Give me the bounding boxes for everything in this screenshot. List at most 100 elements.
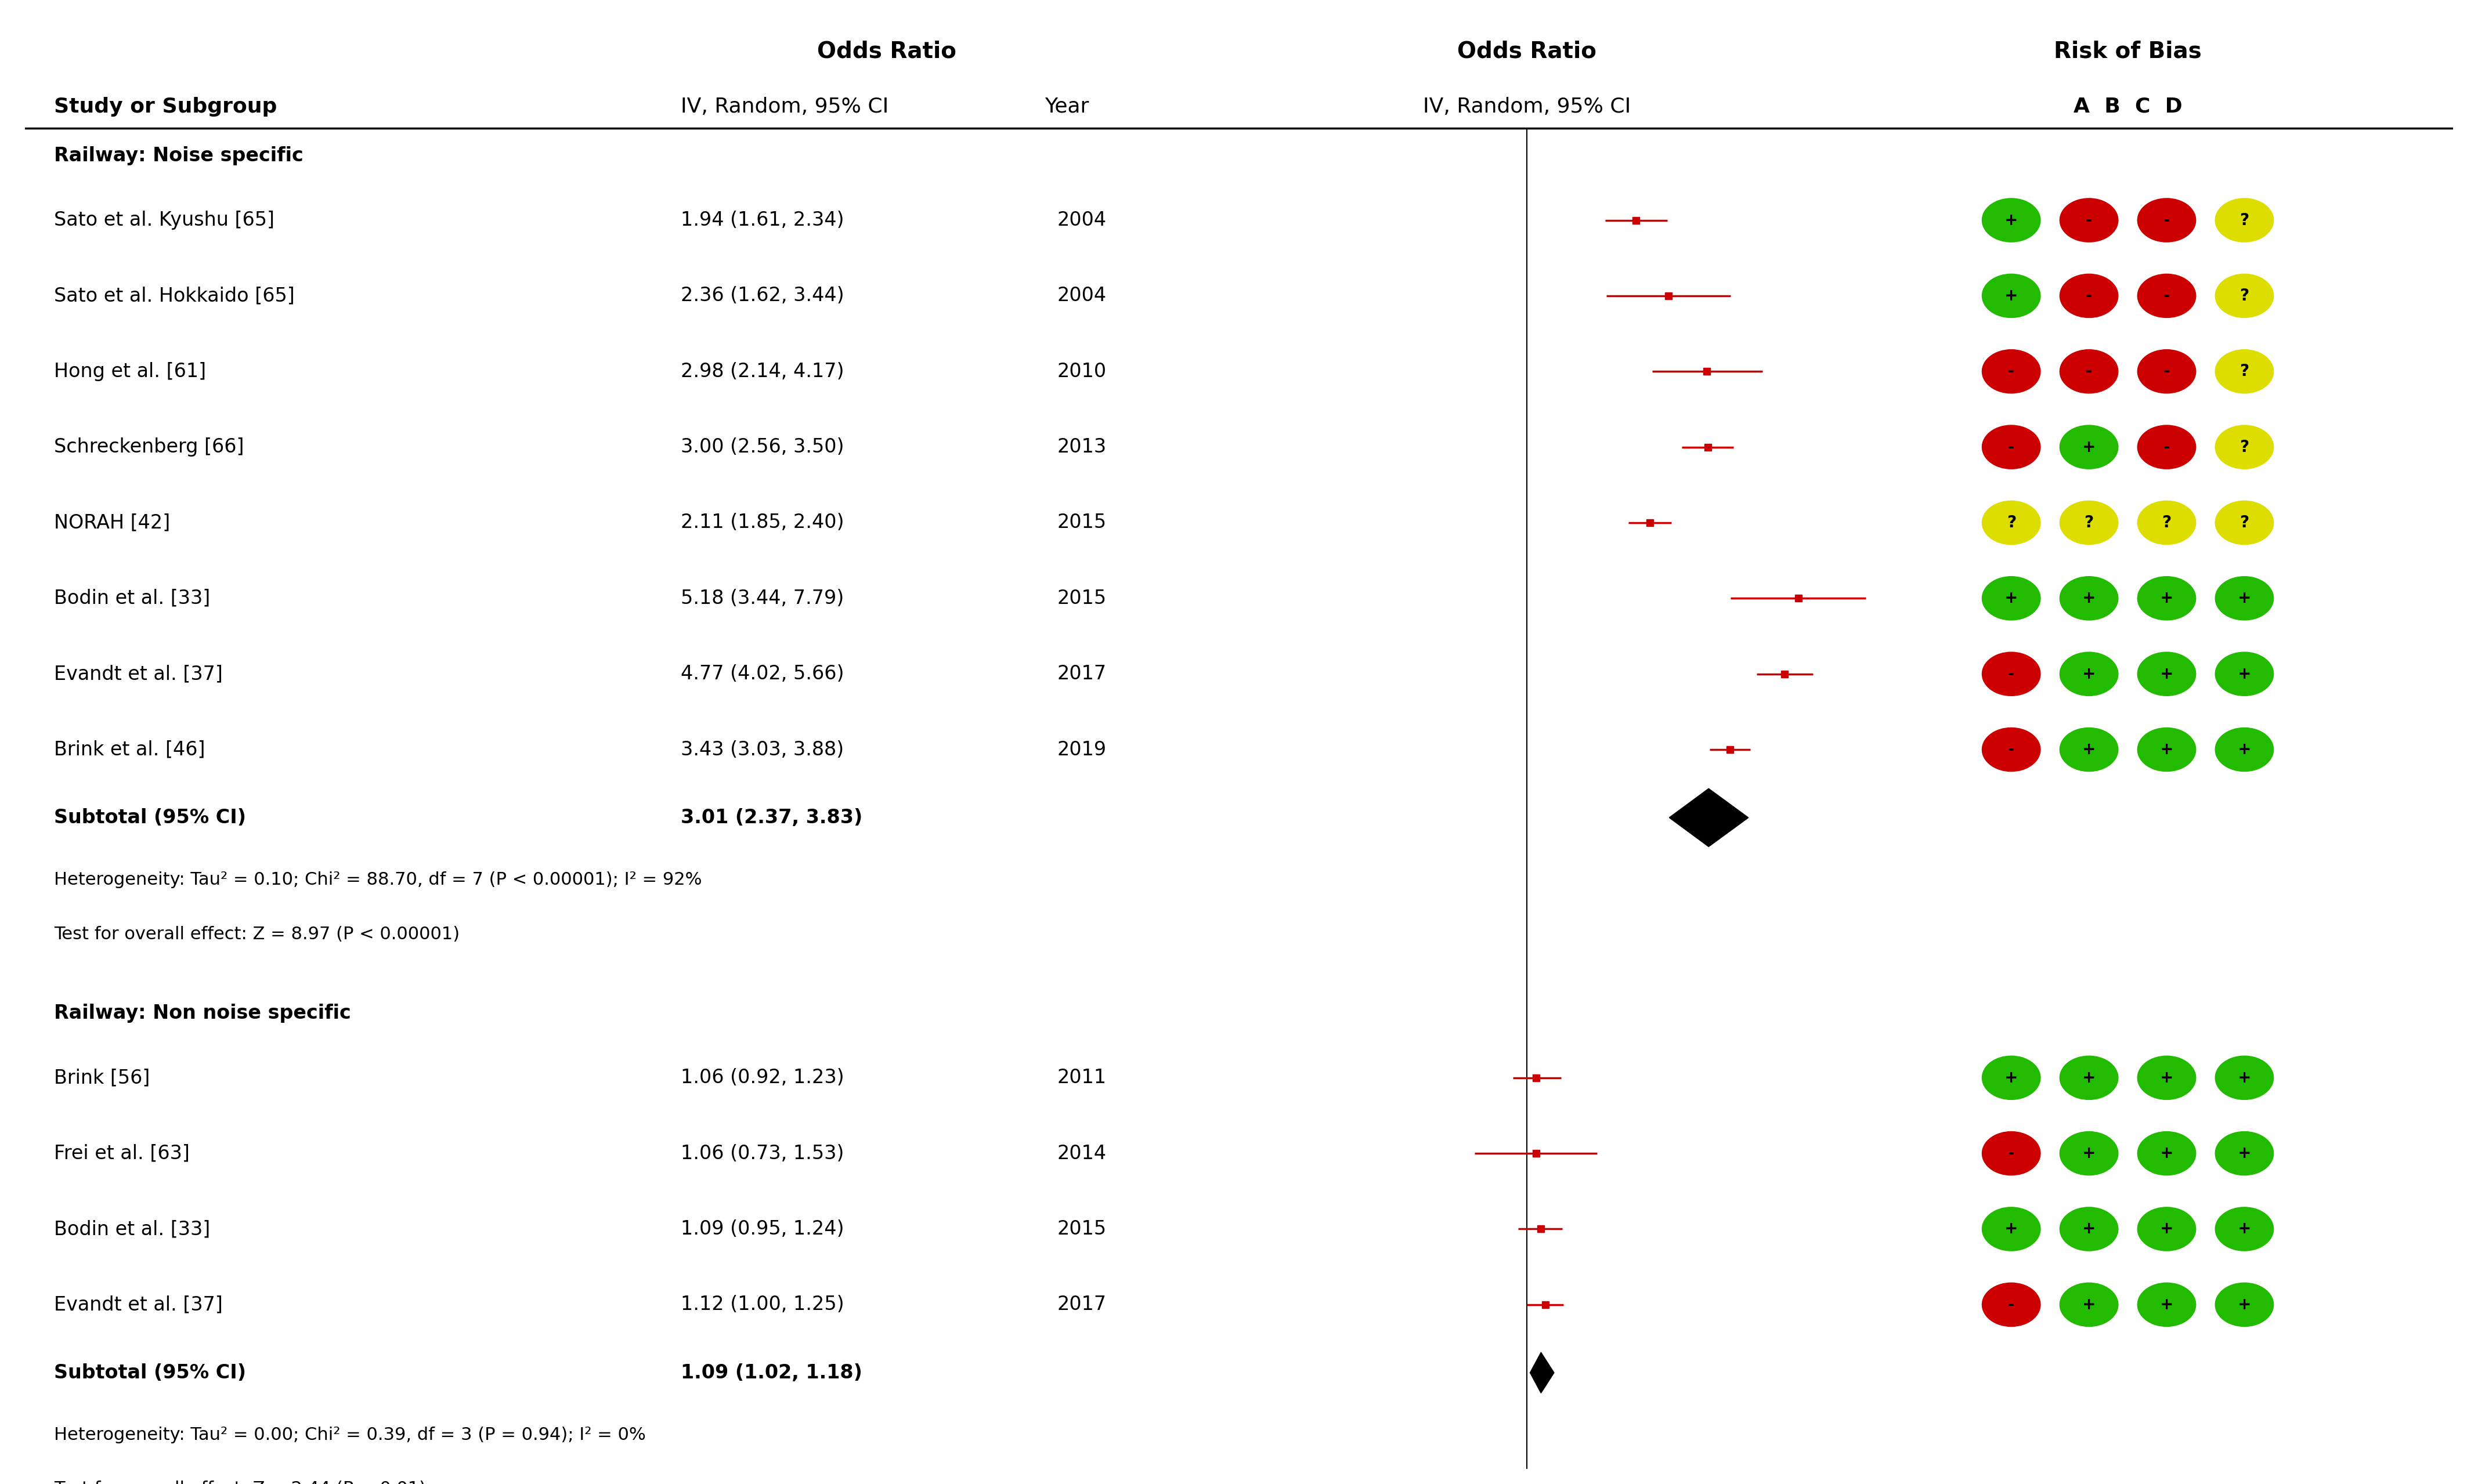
Text: +: + (2082, 1146, 2096, 1162)
Ellipse shape (2059, 727, 2119, 772)
Text: 2019: 2019 (1058, 741, 1105, 760)
Text: -: - (2007, 1297, 2015, 1313)
Text: 2017: 2017 (1058, 1296, 1105, 1315)
Text: 1.94 (1.61, 2.34): 1.94 (1.61, 2.34) (681, 211, 845, 230)
Ellipse shape (2215, 502, 2272, 545)
Text: +: + (2005, 1070, 2017, 1086)
Text: -: - (2163, 288, 2171, 304)
Text: +: + (2161, 666, 2173, 683)
Text: ?: ? (2240, 212, 2250, 229)
Ellipse shape (1982, 1206, 2039, 1251)
Ellipse shape (2139, 651, 2196, 696)
Text: Year: Year (1046, 96, 1088, 116)
Ellipse shape (2215, 651, 2272, 696)
Polygon shape (1670, 788, 1749, 847)
Text: ?: ? (2240, 439, 2250, 456)
Text: +: + (2238, 1070, 2250, 1086)
Text: 3.00 (2.56, 3.50): 3.00 (2.56, 3.50) (681, 438, 845, 457)
Text: Brink [56]: Brink [56] (55, 1068, 149, 1088)
Ellipse shape (2139, 727, 2196, 772)
Ellipse shape (2059, 275, 2119, 318)
Text: 1.06 (0.92, 1.23): 1.06 (0.92, 1.23) (681, 1068, 845, 1088)
Ellipse shape (2215, 576, 2272, 620)
Text: Schreckenberg [66]: Schreckenberg [66] (55, 438, 243, 457)
Text: 3.01 (2.37, 3.83): 3.01 (2.37, 3.83) (681, 809, 862, 827)
Text: 2017: 2017 (1058, 665, 1105, 684)
Text: 2010: 2010 (1058, 362, 1105, 381)
Text: Frei et al. [63]: Frei et al. [63] (55, 1144, 191, 1163)
Text: Bodin et al. [33]: Bodin et al. [33] (55, 1220, 211, 1239)
Text: IV, Random, 95% CI: IV, Random, 95% CI (681, 96, 887, 116)
Text: A  B  C  D: A B C D (2074, 96, 2183, 116)
Text: +: + (2238, 1297, 2250, 1313)
Ellipse shape (2059, 1282, 2119, 1327)
Ellipse shape (1982, 350, 2039, 393)
Text: -: - (2086, 364, 2091, 380)
Text: IV, Random, 95% CI: IV, Random, 95% CI (1422, 96, 1631, 116)
Ellipse shape (1982, 275, 2039, 318)
Ellipse shape (2139, 275, 2196, 318)
Ellipse shape (2215, 350, 2272, 393)
Text: +: + (2005, 591, 2017, 607)
Text: 2004: 2004 (1058, 211, 1105, 230)
Ellipse shape (2139, 1057, 2196, 1100)
Ellipse shape (2059, 350, 2119, 393)
Ellipse shape (2215, 1132, 2272, 1175)
Text: -: - (2007, 364, 2015, 380)
Text: +: + (2238, 742, 2250, 758)
Ellipse shape (1982, 727, 2039, 772)
Text: ?: ? (2084, 515, 2094, 531)
Text: 2015: 2015 (1058, 1220, 1105, 1239)
Text: 2013: 2013 (1058, 438, 1105, 457)
Ellipse shape (1982, 199, 2039, 242)
Ellipse shape (2139, 1206, 2196, 1251)
Ellipse shape (2059, 1057, 2119, 1100)
Text: Risk of Bias: Risk of Bias (2054, 40, 2203, 62)
Text: 1.09 (0.95, 1.24): 1.09 (0.95, 1.24) (681, 1220, 845, 1239)
Text: +: + (2082, 439, 2096, 456)
Text: 2015: 2015 (1058, 513, 1105, 533)
Text: +: + (2082, 591, 2096, 607)
Ellipse shape (2215, 426, 2272, 469)
Ellipse shape (1982, 576, 2039, 620)
Ellipse shape (1982, 1057, 2039, 1100)
Text: Sato et al. Kyushu [65]: Sato et al. Kyushu [65] (55, 211, 275, 230)
Ellipse shape (1982, 1282, 2039, 1327)
Text: ?: ? (2240, 515, 2250, 531)
Text: -: - (2007, 1146, 2015, 1162)
Text: ?: ? (2240, 364, 2250, 380)
Text: +: + (2082, 1070, 2096, 1086)
Text: +: + (2005, 212, 2017, 229)
Text: -: - (2163, 212, 2171, 229)
Text: +: + (2238, 591, 2250, 607)
Text: Heterogeneity: Tau² = 0.10; Chi² = 88.70, df = 7 (P < 0.00001); I² = 92%: Heterogeneity: Tau² = 0.10; Chi² = 88.70… (55, 871, 701, 887)
Text: +: + (2238, 1146, 2250, 1162)
Ellipse shape (2139, 350, 2196, 393)
Text: Sato et al. Hokkaido [65]: Sato et al. Hokkaido [65] (55, 286, 295, 306)
Text: -: - (2007, 742, 2015, 758)
Ellipse shape (2215, 199, 2272, 242)
Text: +: + (2161, 591, 2173, 607)
Text: 2004: 2004 (1058, 286, 1105, 306)
Ellipse shape (2059, 1206, 2119, 1251)
Ellipse shape (2059, 502, 2119, 545)
Text: +: + (2161, 1221, 2173, 1238)
Text: -: - (2163, 364, 2171, 380)
Text: 2.36 (1.62, 3.44): 2.36 (1.62, 3.44) (681, 286, 845, 306)
Text: +: + (2082, 1221, 2096, 1238)
Text: -: - (2007, 666, 2015, 683)
Text: ?: ? (2240, 288, 2250, 304)
Polygon shape (1529, 1352, 1554, 1393)
Text: +: + (2082, 1297, 2096, 1313)
Text: 4.77 (4.02, 5.66): 4.77 (4.02, 5.66) (681, 665, 845, 684)
Text: -: - (2086, 288, 2091, 304)
Text: ?: ? (2007, 515, 2017, 531)
Ellipse shape (2215, 1057, 2272, 1100)
Text: +: + (2005, 1221, 2017, 1238)
Text: 1.12 (1.00, 1.25): 1.12 (1.00, 1.25) (681, 1296, 845, 1315)
Text: Odds Ratio: Odds Ratio (1457, 40, 1596, 62)
Ellipse shape (2139, 576, 2196, 620)
Text: +: + (2082, 742, 2096, 758)
Text: Subtotal (95% CI): Subtotal (95% CI) (55, 1364, 245, 1382)
Ellipse shape (1982, 502, 2039, 545)
